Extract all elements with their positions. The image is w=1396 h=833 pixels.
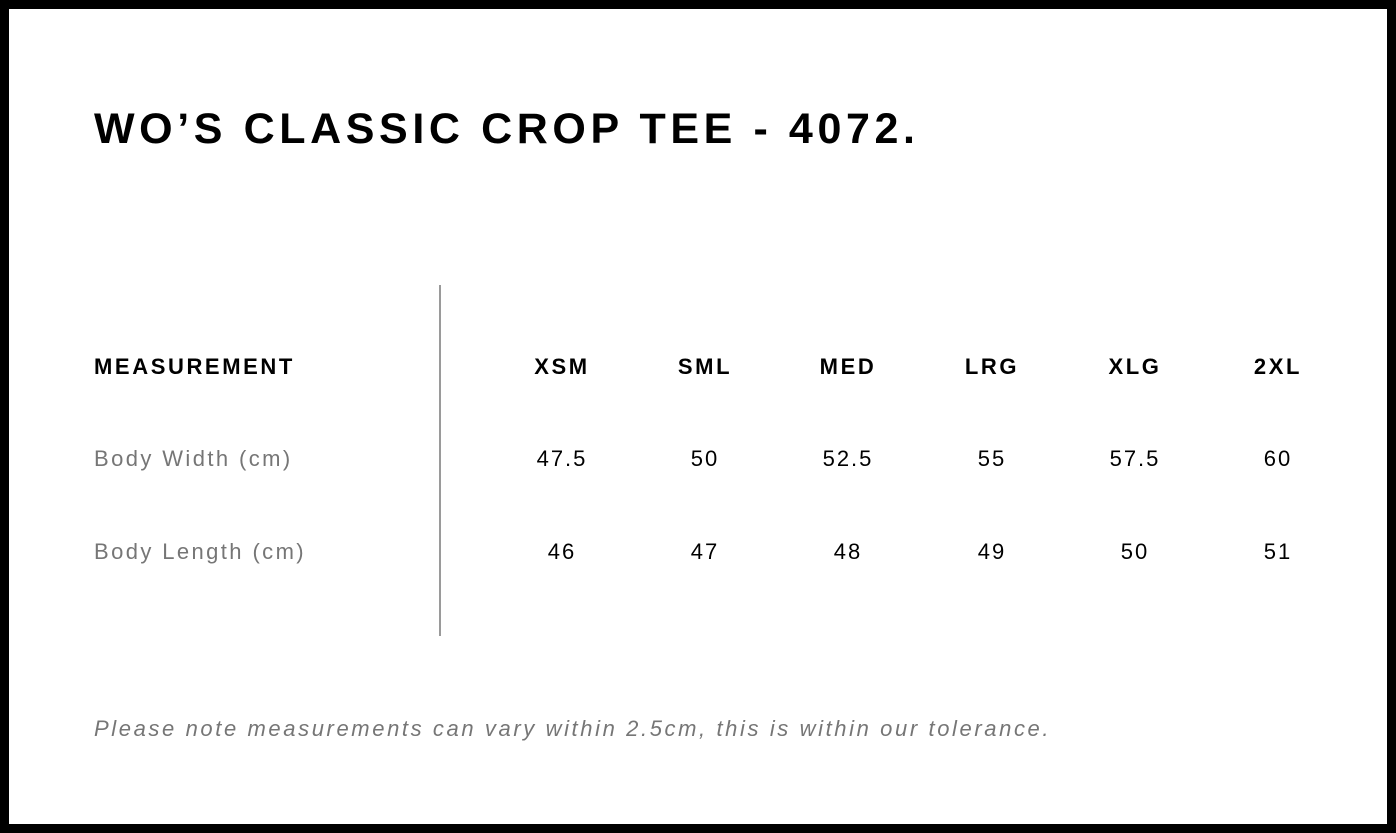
- column-divider: [439, 285, 441, 636]
- table-cell: 47.5: [536, 446, 588, 471]
- size-header-xlg: XLG: [1108, 354, 1162, 379]
- table-cell: 55: [977, 446, 1007, 471]
- size-header-sml: SML: [677, 354, 733, 379]
- table-cell: 48: [833, 539, 863, 564]
- table-cell: 51: [1263, 539, 1293, 564]
- row-label: Body Length (cm): [94, 539, 307, 564]
- table-cell: 50: [1120, 539, 1150, 564]
- table-cell: 46: [547, 539, 577, 564]
- size-header-xsm: XSM: [534, 354, 590, 379]
- table-cell: 50: [690, 446, 720, 471]
- size-header-2xl: 2XL: [1253, 354, 1303, 379]
- table-cell: 57.5: [1109, 446, 1161, 471]
- row-label: Body Width (cm): [94, 446, 293, 471]
- size-header-lrg: LRG: [964, 354, 1020, 379]
- tolerance-note: Please note measurements can vary within…: [94, 716, 1052, 741]
- table-cell: 60: [1263, 446, 1293, 471]
- table-cell: 52.5: [822, 446, 874, 471]
- table-cell: 47: [690, 539, 720, 564]
- page-title: WO’S CLASSIC CROP TEE - 4072.: [94, 105, 920, 153]
- table-cell: 49: [977, 539, 1007, 564]
- measurement-header: MEASUREMENT: [94, 354, 295, 379]
- size-header-med: MED: [819, 354, 877, 379]
